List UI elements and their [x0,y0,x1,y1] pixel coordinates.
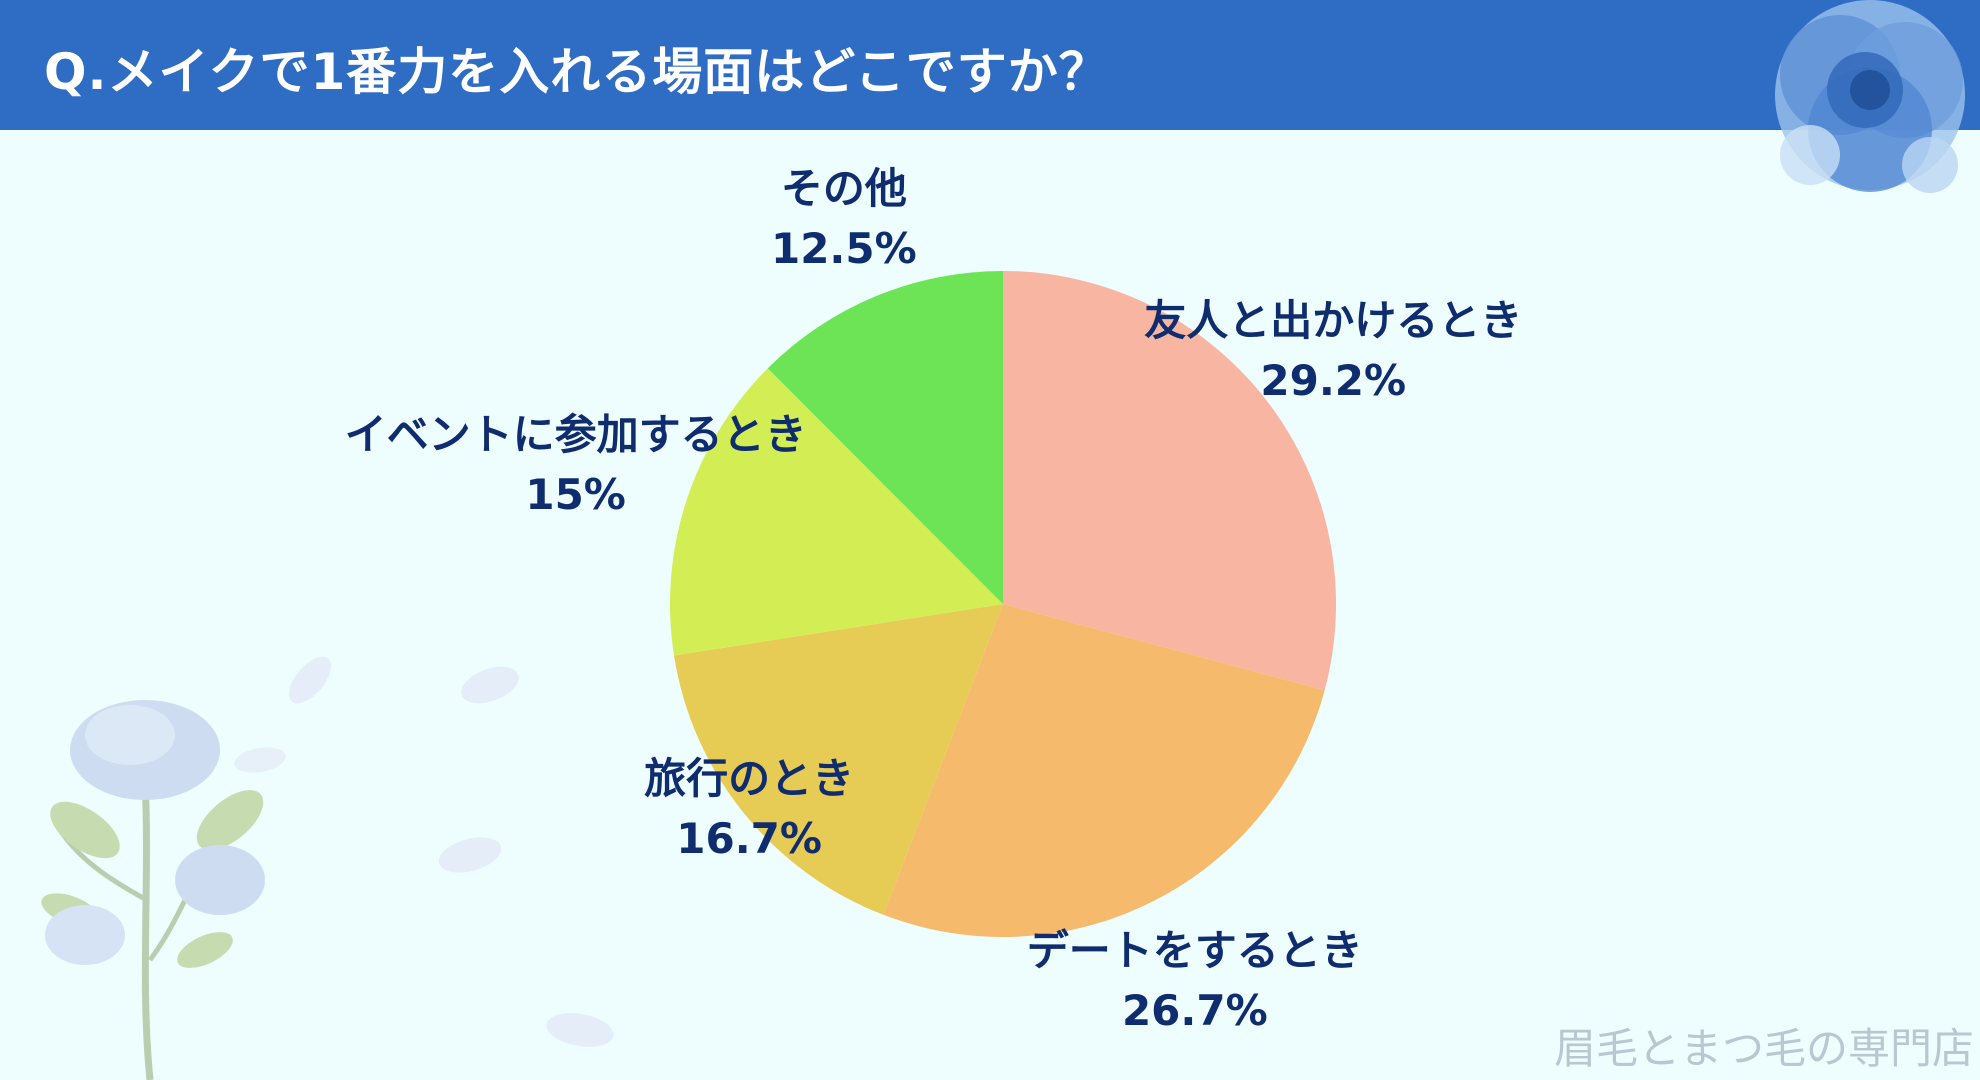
slice-label: その他 12.5% [771,159,917,279]
header-bar: Q.メイクで1番力を入れる場面はどこですか？ [0,0,1980,130]
pie-slice [883,604,1325,937]
slice-label: 旅行のとき 16.7% [644,749,854,869]
slice-label-value: 26.7% [1121,985,1268,1035]
slice-label-name: 友人と出かけるとき [1144,295,1523,345]
slice-label-value: 12.5% [770,224,917,274]
page-title: Q.メイクで1番力を入れる場面はどこですか？ [44,43,1110,101]
slice-label: イベントに参加するとき 15% [345,405,807,525]
slice-label-value: 15% [525,469,626,519]
slice-label-name: イベントに参加するとき [344,409,807,459]
pie-slice [767,271,1003,604]
pie-slice [670,368,1003,656]
watermark: 眉毛とまつ毛の専門店 [1553,1024,1974,1073]
slice-label-value: 16.7% [676,814,822,864]
slice-label-name: デートをするとき [1026,925,1363,975]
slice-label: デートをするとき 26.7% [1027,921,1363,1041]
pie-slice [674,604,1003,915]
slice-label: 友人と出かけるとき 29.2% [1144,291,1522,411]
slice-label-name: 旅行のとき [644,754,855,804]
pie-slice [1003,271,1336,691]
slice-label-name: その他 [780,164,907,214]
slice-label-value: 29.2% [1260,355,1407,405]
